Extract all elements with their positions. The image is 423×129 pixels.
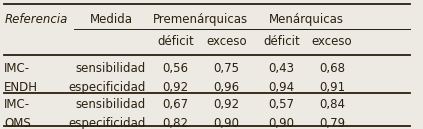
- Text: 0,91: 0,91: [319, 81, 345, 94]
- Text: déficit: déficit: [263, 35, 299, 48]
- Text: Medida: Medida: [90, 13, 132, 26]
- Text: 0,79: 0,79: [319, 117, 345, 129]
- Text: 0,90: 0,90: [268, 117, 294, 129]
- Text: sensibilidad: sensibilidad: [76, 98, 146, 111]
- Text: 0,68: 0,68: [319, 62, 345, 75]
- Text: 0,92: 0,92: [162, 81, 189, 94]
- Text: Menárquicas: Menárquicas: [269, 13, 344, 26]
- Text: 0,43: 0,43: [268, 62, 294, 75]
- Text: especificidad: especificidad: [69, 81, 146, 94]
- Text: 0,96: 0,96: [213, 81, 239, 94]
- Text: 0,56: 0,56: [162, 62, 189, 75]
- Text: 0,90: 0,90: [213, 117, 239, 129]
- Text: Premenárquicas: Premenárquicas: [154, 13, 248, 26]
- Text: 0,94: 0,94: [268, 81, 294, 94]
- Text: déficit: déficit: [157, 35, 194, 48]
- Text: exceso: exceso: [312, 35, 352, 48]
- Text: IMC-: IMC-: [4, 62, 30, 75]
- Text: 0,75: 0,75: [213, 62, 239, 75]
- Text: 0,84: 0,84: [319, 98, 345, 111]
- Text: 0,92: 0,92: [213, 98, 239, 111]
- Text: 0,57: 0,57: [268, 98, 294, 111]
- Text: exceso: exceso: [206, 35, 247, 48]
- Text: Referencia: Referencia: [4, 13, 68, 26]
- Text: 0,82: 0,82: [162, 117, 189, 129]
- Text: IMC-: IMC-: [4, 98, 30, 111]
- Text: OMS: OMS: [4, 117, 31, 129]
- Text: ENDH: ENDH: [4, 81, 38, 94]
- Text: 0,67: 0,67: [162, 98, 189, 111]
- Text: especificidad: especificidad: [69, 117, 146, 129]
- Text: sensibilidad: sensibilidad: [76, 62, 146, 75]
